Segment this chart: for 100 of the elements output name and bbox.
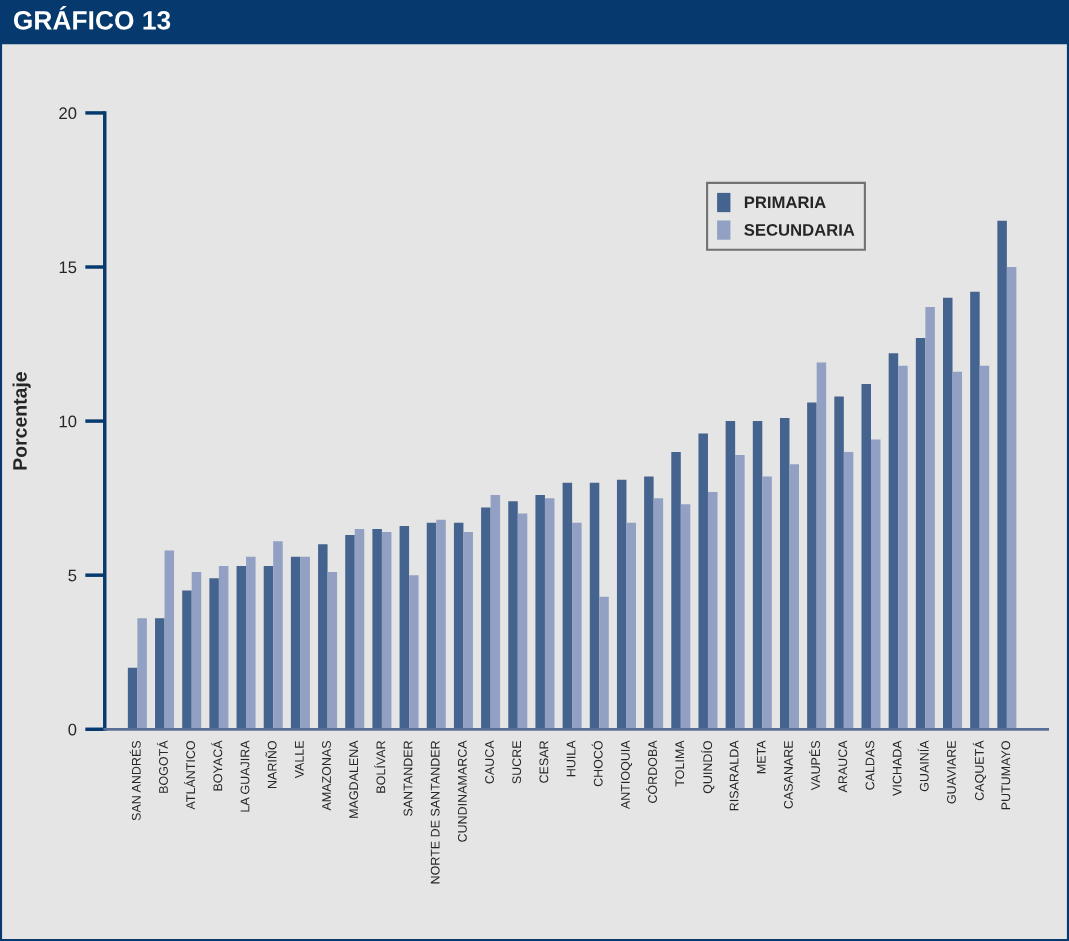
legend-label: SECUNDARIA — [744, 224, 855, 236]
bar — [236, 565, 247, 730]
x-tick-label: VICHADA — [892, 740, 902, 796]
bar — [997, 220, 1007, 730]
bar — [644, 476, 654, 730]
x-tick-label: QUINDÍO — [701, 740, 715, 794]
bar — [155, 618, 165, 730]
bar — [372, 528, 382, 730]
bar — [979, 365, 990, 730]
bar — [616, 479, 627, 730]
x-tick-label: CHOCÓ — [591, 740, 603, 787]
bar — [735, 455, 745, 730]
bar — [409, 575, 419, 730]
bar — [752, 421, 763, 730]
y-tick-label: 15 — [59, 261, 77, 274]
x-tick-label: META — [756, 740, 766, 774]
bar — [127, 667, 138, 730]
chart-title: GRÁFICO 13 — [13, 6, 171, 30]
bar — [164, 550, 175, 730]
bar — [779, 418, 790, 730]
legend-label: PRIMARIA — [744, 196, 826, 209]
x-tick-label: SAN ANDRÉS — [129, 740, 141, 821]
bar — [182, 590, 192, 730]
x-tick-label: SANTANDER — [403, 740, 413, 816]
bar — [680, 504, 691, 730]
bar — [481, 507, 491, 730]
bar — [599, 596, 609, 730]
bar — [816, 362, 827, 730]
bar — [191, 572, 202, 730]
bar — [725, 421, 736, 730]
bar — [535, 495, 545, 730]
y-axis-title: Porcentaje — [12, 372, 31, 470]
bar — [218, 565, 229, 730]
x-tick-label: TOLIMA — [675, 740, 685, 787]
x-tick-label: CASANARE — [783, 740, 793, 809]
x-tick-label: CAQUETÁ — [972, 740, 987, 801]
bar — [970, 291, 980, 730]
bar — [807, 402, 817, 730]
x-tick-label: HUILA — [566, 740, 576, 777]
bar — [426, 522, 437, 730]
x-tick-label: ANTIOQUIA — [620, 740, 633, 810]
bar — [861, 384, 871, 730]
x-tick-label: ARAUCA — [838, 740, 848, 793]
bar — [399, 525, 410, 730]
bar — [698, 433, 708, 730]
x-tick-label: SUCRE — [512, 740, 522, 784]
x-tick-label: MAGDALENA — [349, 740, 359, 818]
x-tick-label: ATLÁNTICO — [184, 740, 196, 810]
x-tick-label: VALLE — [295, 740, 304, 779]
bar — [572, 522, 582, 730]
bar — [327, 572, 338, 730]
bar — [273, 541, 283, 730]
y-tick-label: 10 — [59, 415, 77, 428]
bar — [653, 498, 664, 730]
bar — [436, 519, 446, 730]
bar — [789, 464, 799, 730]
bar — [952, 371, 963, 730]
x-tick-label: CÓRDOBA — [646, 740, 657, 803]
y-tick-label: 0 — [68, 723, 77, 736]
bar — [318, 544, 328, 730]
bar — [915, 337, 926, 730]
bar — [834, 396, 844, 730]
bar — [843, 451, 854, 730]
bar — [589, 482, 600, 730]
bar — [898, 365, 908, 730]
bar — [871, 439, 881, 730]
bar — [263, 565, 274, 730]
x-tick-label: CALDAS — [865, 740, 875, 790]
bar — [290, 556, 301, 730]
x-tick-label: GUAVIARE — [947, 740, 956, 804]
bar — [943, 297, 953, 730]
x-tick-label: BOYACÁ — [211, 740, 223, 791]
x-tick-label: NORTE DE SANTANDER — [430, 740, 440, 884]
x-tick-label: BOGOTÁ — [156, 740, 168, 793]
bar — [544, 498, 555, 730]
bar — [453, 522, 464, 730]
bar — [1006, 267, 1017, 730]
x-tick-label: CUNDINAMARCA — [457, 740, 467, 842]
x-tick-label: CESAR — [539, 740, 549, 783]
bar — [354, 528, 365, 730]
bar — [562, 482, 573, 730]
x-tick-label: BOLÍVAR — [374, 740, 386, 793]
bar — [209, 578, 219, 730]
y-tick-label: 20 — [59, 107, 77, 120]
x-tick-label: PUTUMAYO — [1001, 740, 1011, 810]
x-tick-label: LA GUAJIRA — [240, 740, 250, 812]
bar — [463, 532, 473, 730]
y-tick-label: 5 — [68, 569, 77, 582]
x-tick-label: CAUCA — [485, 740, 494, 784]
x-tick-label: NARIÑO — [265, 740, 277, 788]
x-tick-label: RISARALDA — [729, 740, 739, 811]
x-tick-label: GUAINÍA — [917, 740, 929, 792]
bar — [381, 532, 392, 730]
bar — [137, 618, 147, 730]
bar — [925, 307, 935, 730]
bar — [508, 501, 518, 730]
x-tick-label: VAUPÉS — [809, 740, 821, 791]
bar — [626, 522, 636, 730]
bar — [246, 556, 256, 730]
bar — [707, 491, 718, 730]
